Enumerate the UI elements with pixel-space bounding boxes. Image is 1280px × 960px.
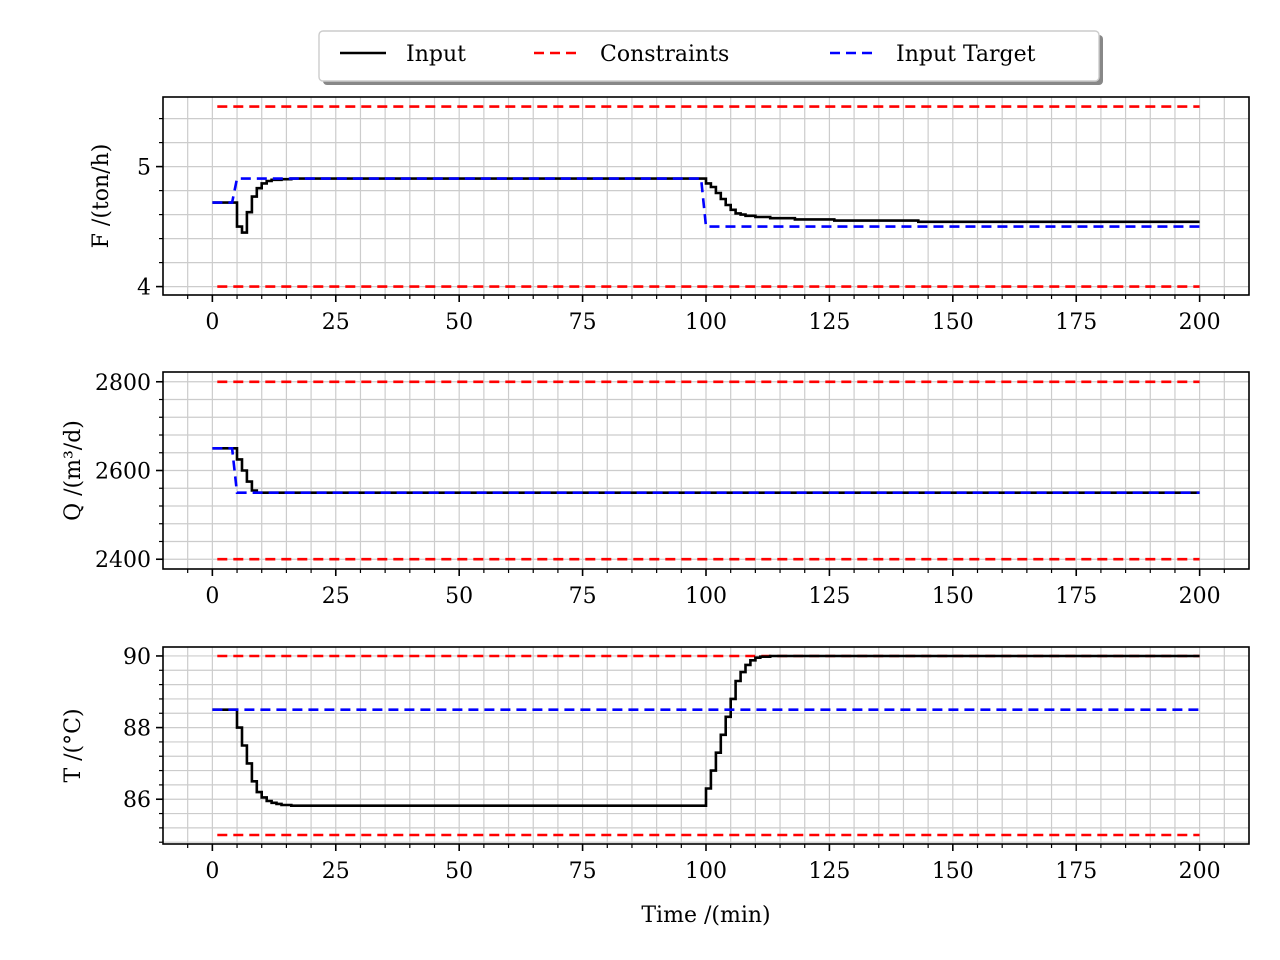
y-tick-label: 86	[123, 788, 151, 813]
subplot-3: 0 25 50 75 100 125 150 175 200 86 88 90 T /(°C)	[61, 645, 1250, 884]
grid	[163, 97, 1249, 295]
ticks: 0 25 50 75 100 125 150 175 200 4 5	[137, 117, 1225, 335]
x-tick-label: 200	[1179, 310, 1221, 335]
x-tick-label: 0	[205, 859, 219, 884]
x-tick-label: 75	[569, 310, 597, 335]
x-tick-label: 125	[808, 584, 850, 609]
x-tick-label: 125	[808, 310, 850, 335]
x-tick-label: 125	[808, 859, 850, 884]
y-tick-label: 4	[137, 276, 151, 301]
x-tick-label: 100	[685, 859, 727, 884]
input-target-line	[212, 177, 1200, 228]
input-line	[212, 447, 1200, 494]
y-tick-label: 90	[123, 645, 151, 670]
x-tick-label: 100	[685, 584, 727, 609]
y-axis-label: Q /(m³/d)	[61, 420, 86, 521]
y-tick-label: 5	[137, 156, 151, 181]
grid	[163, 647, 1249, 844]
legend: Input Constraints Input Target	[318, 30, 1103, 85]
legend-label-input-target: Input Target	[896, 42, 1036, 67]
y-axis-label: F /(ton/h)	[89, 144, 114, 249]
subplot-1: 0 25 50 75 100 125 150 175 200 4 5 F /(ton/h)	[89, 96, 1250, 335]
x-axis-label: Time /(min)	[641, 903, 770, 928]
x-tick-label: 150	[932, 584, 974, 609]
subplot-2: 0 25 50 75 100 125 150 175 200 2400 2600 2800 Q /(m³…	[61, 371, 1250, 609]
legend-label-constraints: Constraints	[600, 42, 729, 67]
y-tick-label: 2800	[95, 371, 151, 396]
input-line	[212, 177, 1200, 234]
input-line	[212, 654, 1200, 807]
y-axis-label: T /(°C)	[61, 708, 86, 782]
x-tick-label: 0	[205, 584, 219, 609]
grid	[163, 372, 1249, 569]
ticks: 0 25 50 75 100 125 150 175 200 2400 2600 2800	[95, 371, 1225, 609]
x-tick-label: 25	[322, 859, 350, 884]
x-tick-label: 50	[445, 859, 473, 884]
input-target-line	[212, 447, 1200, 494]
series-group	[212, 654, 1200, 837]
y-tick-label: 2400	[95, 548, 151, 573]
x-tick-label: 50	[445, 584, 473, 609]
x-tick-label: 75	[569, 584, 597, 609]
x-tick-label: 175	[1055, 584, 1097, 609]
legend-label-input: Input	[406, 42, 466, 67]
x-tick-label: 200	[1179, 859, 1221, 884]
x-tick-label: 25	[322, 310, 350, 335]
y-tick-label: 88	[123, 717, 151, 742]
x-tick-label: 100	[685, 310, 727, 335]
subplots: 0 25 50 75 100 125 150 175 200 4 5 F /(ton/h) 0 25 50 7…	[61, 96, 1250, 884]
x-tick-label: 150	[932, 310, 974, 335]
x-tick-label: 25	[322, 584, 350, 609]
ticks: 0 25 50 75 100 125 150 175 200 86 88 90	[123, 645, 1225, 884]
y-tick-label: 2600	[95, 460, 151, 485]
series-group	[212, 380, 1200, 561]
x-tick-label: 150	[932, 859, 974, 884]
x-tick-label: 175	[1055, 859, 1097, 884]
x-tick-label: 75	[569, 859, 597, 884]
series-group	[212, 105, 1200, 288]
x-tick-label: 0	[205, 310, 219, 335]
x-tick-label: 175	[1055, 310, 1097, 335]
legend-box	[318, 30, 1100, 82]
x-tick-label: 200	[1179, 584, 1221, 609]
x-tick-label: 50	[445, 310, 473, 335]
